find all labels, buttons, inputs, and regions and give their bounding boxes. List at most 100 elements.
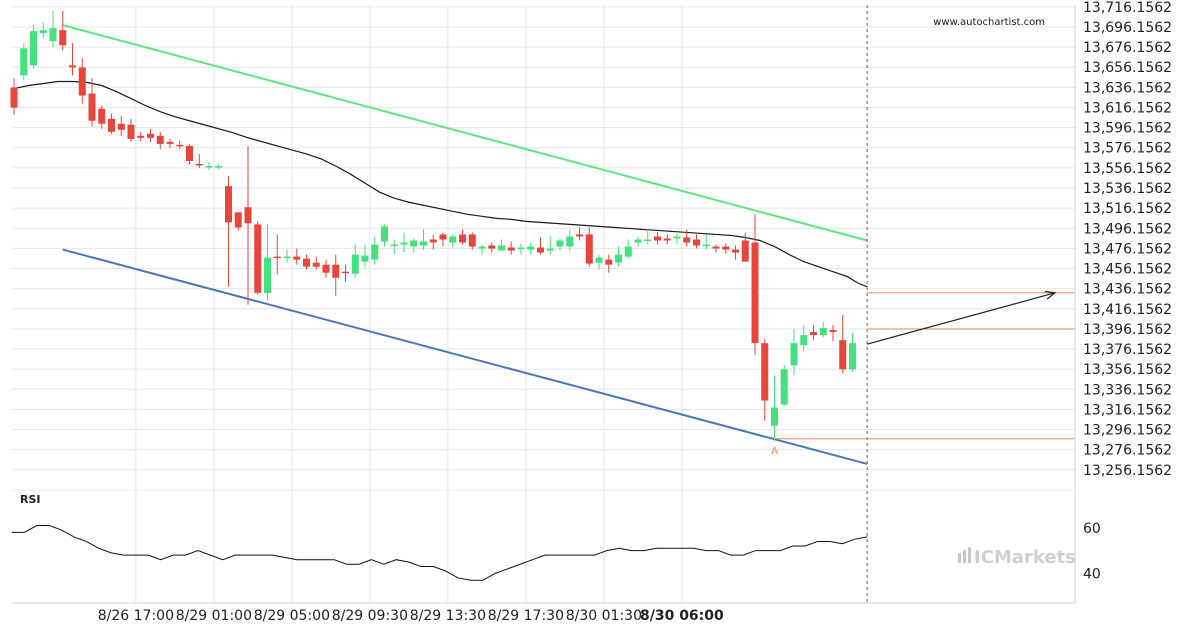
candle-body <box>507 247 515 251</box>
candle-body <box>342 271 349 274</box>
candle-body <box>283 256 291 259</box>
candle-body <box>829 330 837 333</box>
y-tick-label: 13,556.1562 <box>1083 161 1172 177</box>
y-tick-label: 13,276.1562 <box>1083 443 1172 459</box>
candle-body <box>498 245 505 251</box>
y-tick-label: 13,636.1562 <box>1083 80 1172 96</box>
candle-body <box>439 234 447 240</box>
candle-body <box>683 237 691 243</box>
candle-body <box>205 166 213 168</box>
candle-body <box>176 144 184 147</box>
rsi-panel: 60 40 <box>12 521 1101 582</box>
broker-logo: ICMarkets <box>958 547 1076 568</box>
candle-body <box>147 133 154 138</box>
y-tick-label: 13,656.1562 <box>1083 60 1172 76</box>
candle-body <box>654 236 661 241</box>
y-tick-label: 13,596.1562 <box>1083 121 1172 137</box>
candle-body <box>254 224 262 293</box>
overlays: A <box>771 5 1075 603</box>
candle-body <box>468 234 476 247</box>
x-tick-label: 8/26 17:00 <box>98 608 174 624</box>
candle-body <box>117 123 125 130</box>
candle-body <box>459 234 466 243</box>
candle-body <box>264 257 271 293</box>
y-tick-label: 13,516.1562 <box>1083 201 1172 217</box>
y-tick-label: 13,536.1562 <box>1083 181 1172 197</box>
support-line <box>62 248 868 465</box>
candle-body <box>810 332 817 336</box>
y-tick-label: 13,296.1562 <box>1083 423 1172 439</box>
candle-body <box>186 145 193 161</box>
candle-body <box>819 328 827 336</box>
candle-body <box>761 343 769 401</box>
candle-body <box>800 335 808 346</box>
candle-body <box>351 254 359 274</box>
candle-body <box>195 164 203 166</box>
y-tick-label: 13,476.1562 <box>1083 241 1172 257</box>
candle-body <box>556 240 564 247</box>
candle-body <box>381 226 388 242</box>
logo-bar-3 <box>968 547 971 563</box>
candle-body <box>420 241 427 246</box>
candle-body <box>49 28 57 42</box>
x-tick-label: 8/29 13:30 <box>410 608 486 624</box>
forecast-arrow-line <box>866 292 1056 345</box>
candle-body <box>478 246 486 249</box>
candle-body <box>566 236 574 247</box>
candle-body <box>712 246 720 249</box>
rsi-line <box>12 525 868 581</box>
candle-body <box>10 87 18 108</box>
broker-logo-text: ICMarkets <box>974 547 1076 568</box>
candle-body <box>615 254 622 263</box>
y-tick-label: 13,356.1562 <box>1083 362 1172 378</box>
candle-body <box>527 246 535 250</box>
y-tick-label: 13,696.1562 <box>1083 20 1172 36</box>
candle-body <box>605 259 613 265</box>
candle-body <box>449 236 457 243</box>
candle-body <box>780 369 788 405</box>
x-tick-label: 8/30 06:00 <box>640 608 724 624</box>
candle-body <box>595 257 603 263</box>
candle-body <box>156 135 164 144</box>
candle-body <box>273 256 281 259</box>
axes: 13,716.1562 13,696.1562 13,676.1562 13,656.… <box>12 0 1172 624</box>
y-tick-label: 13,496.1562 <box>1083 221 1172 237</box>
y-tick-label: 13,316.1562 <box>1083 402 1172 418</box>
candle-body <box>312 262 320 267</box>
candle-body <box>371 244 379 260</box>
candle-body <box>634 239 642 243</box>
rsi-label: RSI <box>20 493 41 506</box>
candle-body <box>293 256 301 260</box>
candle-body <box>332 264 340 278</box>
resistance-line <box>62 24 868 242</box>
x-tick-label: 8/30 01:30 <box>566 608 642 624</box>
candle-body <box>108 118 115 132</box>
candle-body <box>30 31 37 66</box>
y-tick-label: 13,616.1562 <box>1083 100 1172 116</box>
candle-body <box>546 248 554 251</box>
candle-body <box>790 343 798 366</box>
candle-body <box>78 67 86 96</box>
candle-body <box>303 258 310 267</box>
trend-lines <box>13 24 868 465</box>
candle-body <box>771 407 778 426</box>
y-tick-label: 13,716.1562 <box>1083 0 1172 16</box>
candle-body <box>225 186 232 223</box>
candle-body <box>693 239 700 246</box>
watermark: www.autochartist.com <box>933 17 1045 28</box>
candle-body <box>59 30 67 46</box>
candle-body <box>244 207 252 224</box>
y-tick-label: 13,576.1562 <box>1083 141 1172 157</box>
candle-body <box>673 236 681 239</box>
y-tick-label: 13,256.1562 <box>1083 463 1172 479</box>
y-tick-label: 13,336.1562 <box>1083 382 1172 398</box>
x-tick-label: 8/29 09:30 <box>332 608 408 624</box>
candle-body <box>751 242 759 344</box>
candle-body <box>400 242 408 245</box>
candle-body <box>88 93 96 121</box>
candle-body <box>215 166 223 168</box>
y-tick-label: 13,456.1562 <box>1083 262 1172 278</box>
candle-body <box>839 340 847 370</box>
